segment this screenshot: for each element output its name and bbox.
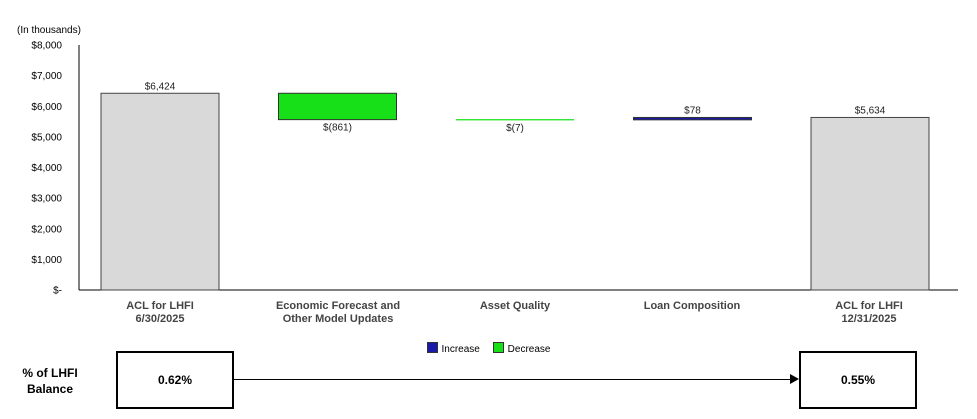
data-label-4: $5,634 xyxy=(855,105,886,116)
legend-label-decrease: Decrease xyxy=(507,344,551,355)
y-tick-label-3: $3,000 xyxy=(31,194,62,205)
bar-4 xyxy=(810,116,930,291)
y-tick-label-2: $2,000 xyxy=(31,224,62,235)
y-tick-label-6: $6,000 xyxy=(31,102,62,113)
category-label-0: ACL for LHFI 6/30/2025 xyxy=(126,300,194,325)
legend-item-decrease: Decrease xyxy=(492,342,551,355)
category-label-4: ACL for LHFI 12/31/2025 xyxy=(835,300,903,325)
data-label-3: $78 xyxy=(684,105,701,116)
legend-swatch-decrease xyxy=(492,342,504,353)
pct-start-box: 0.62% xyxy=(116,351,234,409)
data-label-1: $(861) xyxy=(323,123,352,134)
y-tick-label-7: $7,000 xyxy=(31,71,62,82)
y-tick-label-0: $- xyxy=(53,286,62,297)
y-tick-label-4: $4,000 xyxy=(31,163,62,174)
data-label-2: $(7) xyxy=(506,123,524,134)
bar-3 xyxy=(633,116,752,121)
unit-note: (In thousands) xyxy=(17,25,81,36)
legend-label-increase: Increase xyxy=(441,344,480,355)
pct-arrow-head xyxy=(790,374,799,384)
pct-end-box: 0.55% xyxy=(799,351,917,409)
legend: Increase Decrease xyxy=(0,342,977,355)
y-tick-label-8: $8,000 xyxy=(31,41,62,52)
legend-swatch-increase xyxy=(426,342,438,353)
waterfall-chart: $- $1,000 $2,000 $3,000 $4,000 $5,000 $6,000 $7… xyxy=(31,41,958,297)
y-tick-label-1: $1,000 xyxy=(31,255,62,266)
pct-end-value: 0.55% xyxy=(840,373,876,387)
pct-row-label: % of LHFI Balance xyxy=(22,366,78,396)
y-tick-label-5: $5,000 xyxy=(31,132,62,143)
category-label-1: Economic Forecast and Other Model Update… xyxy=(275,300,401,325)
pct-arrow-line xyxy=(234,379,790,380)
data-label-0: $6,424 xyxy=(145,81,176,92)
legend-item-increase: Increase xyxy=(426,342,480,355)
pct-start-value: 0.62% xyxy=(157,373,193,387)
bar-0 xyxy=(100,92,220,291)
category-label-3: Loan Composition xyxy=(643,300,741,312)
category-label-2: Asset Quality xyxy=(479,300,551,312)
bar-1 xyxy=(278,92,397,121)
